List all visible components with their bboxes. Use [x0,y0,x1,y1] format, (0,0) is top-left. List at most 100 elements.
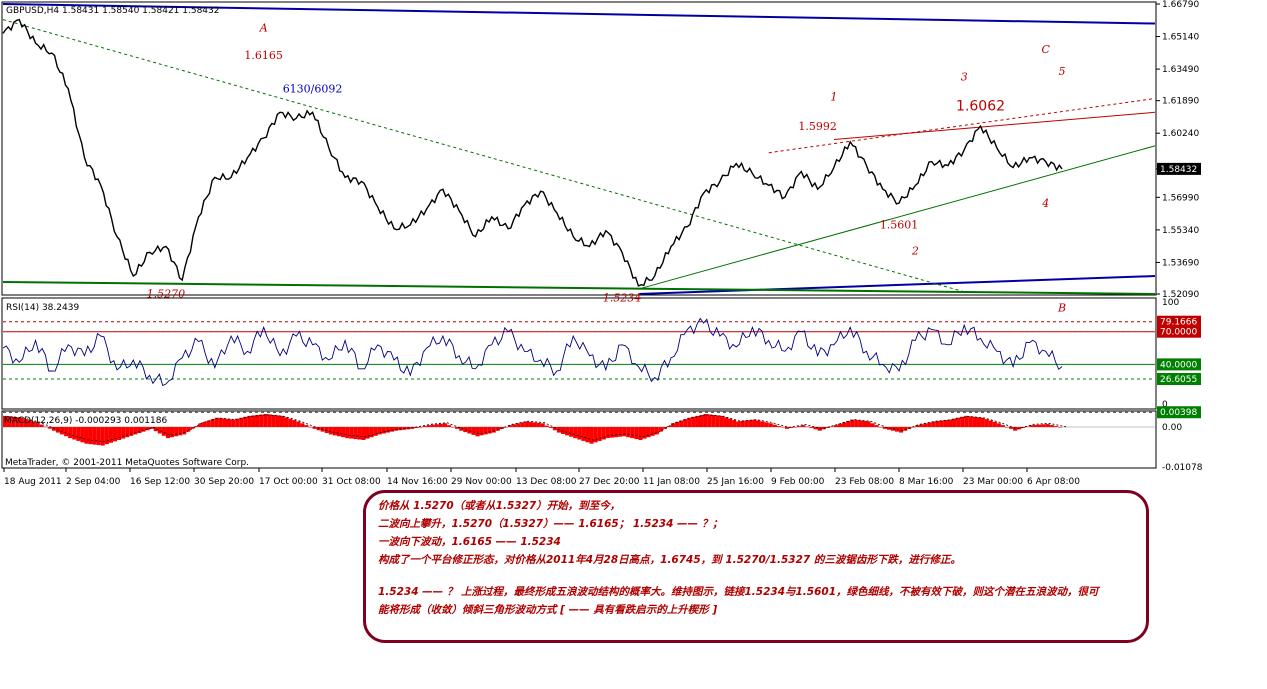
macd-histogram-bar [662,427,667,429]
macd-histogram-bar [222,418,228,427]
macd-histogram-bar [129,427,134,436]
macd-histogram-bar [357,427,362,440]
macd-histogram-bar [854,420,859,427]
macd-histogram-bar [442,423,447,427]
note-line-5: 1.5234 —— ？ 上涨过程，最终形成五浪波动结构的概率大。维持图示，链接1… [378,586,1099,598]
macd-histogram-bar [1004,427,1010,428]
macd-histogram-bar [1000,425,1005,427]
macd-histogram-bar [434,424,439,427]
macd-histogram-bar [683,419,688,427]
macd-histogram-bar [850,419,855,427]
macd-histogram-bar [231,419,236,427]
rsi-series-line [2,317,1063,387]
macd-histogram-bar [316,427,321,431]
macd-histogram-bar [752,419,757,427]
macd-histogram-bar [304,425,309,427]
x-tick-label: 23 Feb 08:00 [835,477,894,487]
macd-histogram-bar [308,427,313,428]
macd-histogram-bar [654,427,659,435]
x-tick-label: 31 Oct 08:00 [322,477,381,487]
macd-histogram-bar [797,426,802,427]
macd-histogram-bar [748,420,753,427]
x-tick-label: 27 Dec 20:00 [579,477,640,487]
rsi-level-marker [1157,315,1201,328]
macd-histogram-bar [992,421,997,427]
macd-histogram-bar [736,421,741,427]
macd-histogram-bar [336,427,342,437]
macd-histogram-bar [980,417,985,427]
macd-histogram-bar [597,427,602,441]
macd-histogram-bar [19,417,24,427]
macd-histogram-bar [385,427,390,433]
macd-histogram-bar [935,420,940,427]
macd-histogram-bar [1049,425,1054,427]
macd-histogram-bar [198,423,203,427]
macd-histogram-bar [361,427,366,440]
macd-histogram-bar [931,421,936,427]
price-y-tick-label: 1.52090 [1162,290,1199,300]
current-price-marker [1157,162,1201,175]
trendline-downtrend [2,19,965,293]
macd-histogram-bar [72,427,77,440]
macd-histogram-bar [785,427,790,429]
macd-histogram-bar [947,419,953,427]
macd-histogram-bar [915,425,920,427]
macd-histogram-bar [805,426,810,428]
price-annotation: 1.5270 [147,288,186,301]
macd-signal-line [6,414,1067,443]
macd-histogram-bar [35,422,40,427]
macd-histogram-bar [650,427,655,436]
macd-histogram-bar [772,424,777,427]
trendline-base [2,280,1156,295]
price-annotation: 1.5992 [798,120,837,133]
rsi-panel[interactable] [1,297,1157,410]
macd-histogram-bar [837,423,843,427]
macd-histogram-bar [235,418,240,427]
macd-histogram-bar [459,427,464,431]
macd-y-tick-label: 0.00 [1162,423,1182,433]
macd-y-tick-label: 0.00398 [1160,408,1197,418]
price-annotation: 5 [1059,65,1066,78]
macd-histogram-bar [613,427,619,438]
macd-histogram-bar [1029,425,1034,427]
price-y-tick-label: 1.56990 [1162,193,1199,203]
macd-histogram-bar [84,427,89,444]
macd-histogram-bar [780,427,786,428]
macd-histogram-bar [190,427,195,429]
macd-histogram-bar [675,421,680,427]
macd-histogram-bar [463,427,468,433]
price-annotation: 4 [1041,197,1049,210]
note-line-2: 二波向上攀升，1.5270（1.5327）—— 1.6165； 1.5234 —… [378,518,723,530]
macd-histogram-bar [300,423,305,427]
macd-histogram-bar [349,427,354,439]
macd-histogram-bar [858,420,863,427]
price-annotation: C [1041,43,1050,56]
macd-histogram-bar [732,420,737,427]
macd-histogram-bar [43,426,48,428]
macd-histogram-bar [279,415,285,427]
macd-histogram-bar [846,420,851,427]
price-annotation: 2 [911,244,919,257]
macd-histogram-bar [577,427,582,440]
macd-label: MACD(12,26,9) -0.000293 0.001186 [4,416,167,426]
macd-histogram-bar [312,427,317,429]
price-panel[interactable] [1,1,1157,296]
macd-histogram-bar [956,417,961,427]
macd-histogram-bar [634,427,639,440]
macd-histogram-bar [165,427,170,439]
macd-histogram-bar [275,415,280,427]
macd-histogram-bar [866,421,871,427]
macd-histogram-bar [540,423,545,427]
price-annotation: A [259,21,268,34]
macd-histogram-bar [284,417,289,427]
macd-histogram-bar [895,427,900,432]
macd-histogram-bar [870,423,875,427]
macd-histogram-bar [495,427,500,431]
macd-histogram-bar [141,427,146,432]
trendline-wedge-resistance-dotted [768,98,1156,154]
x-tick-label: 13 Dec 08:00 [516,477,577,487]
macd-histogram-bar [923,423,928,427]
macd-histogram-bar [996,423,1001,427]
macd-histogram-bar [11,416,16,427]
macd-histogram-bar [622,427,627,437]
